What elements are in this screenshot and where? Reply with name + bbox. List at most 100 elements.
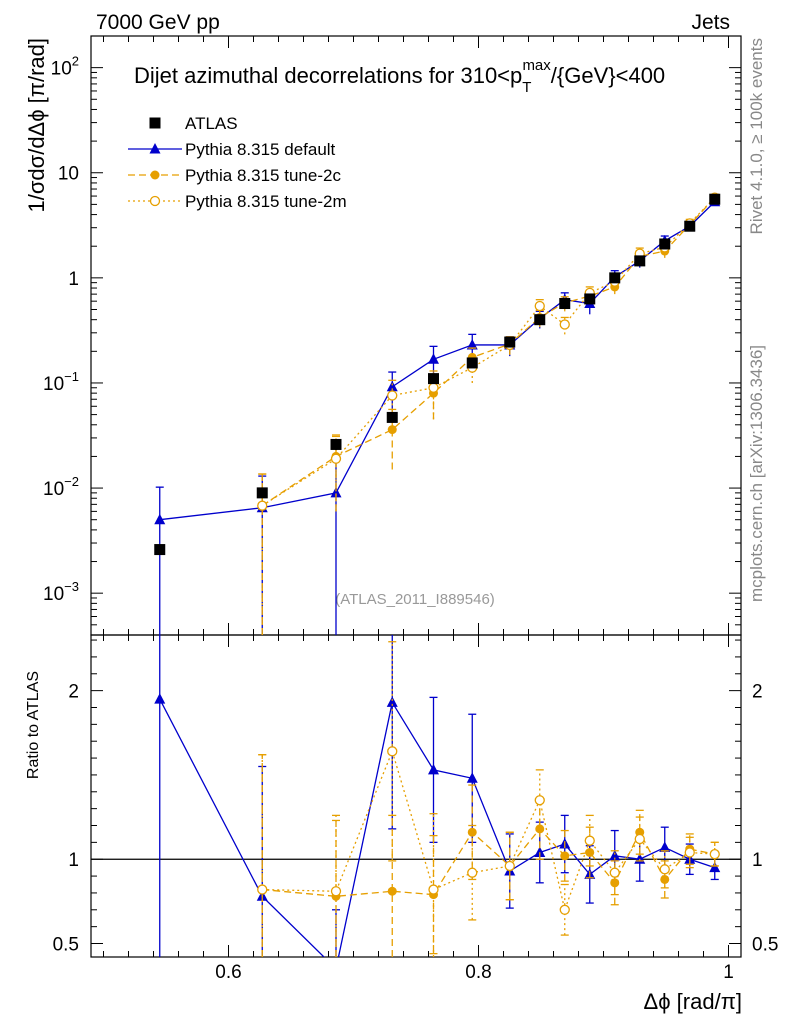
series-point-0 — [466, 338, 478, 350]
y-tick-label-main: 10−3 — [43, 579, 79, 605]
ratio-point-2 — [584, 835, 595, 846]
series-point-2 — [330, 453, 342, 464]
ratio-point-2 — [684, 847, 695, 858]
legend-marker-2 — [149, 195, 161, 207]
ratio-line-0 — [159, 698, 715, 957]
ratio-point-0 — [386, 696, 398, 707]
ratio-point-0 — [609, 849, 621, 861]
ratio-panel — [91, 635, 741, 957]
y-axis-title-ratio: Ratio to ATLAS — [25, 671, 42, 779]
y-tick-label-ratio-right: 1 — [752, 850, 763, 871]
data-point — [534, 314, 546, 326]
y-tick-label-base: 10 — [51, 59, 72, 80]
y-tick-label-ratio: 1 — [68, 850, 79, 871]
ratio-point-2 — [330, 886, 342, 897]
legend-marker-1 — [150, 170, 160, 180]
data-point — [154, 544, 166, 556]
y-tick-label-ratio-right: 2 — [752, 682, 763, 703]
y-tick-label-main: 10−1 — [43, 369, 79, 395]
ratio-point-0 — [659, 841, 671, 852]
data-point — [559, 298, 571, 310]
data-point — [466, 357, 478, 369]
ratio-point-1 — [387, 886, 397, 896]
ratio-point-2 — [467, 867, 478, 878]
legend-label-2: Pythia 8.315 tune-2m — [185, 192, 347, 211]
rivet-label: Rivet 4.1.0, ≥ 100k events — [747, 38, 766, 234]
chart-title-sub: T — [522, 79, 531, 96]
legend-label-atlas: ATLAS — [185, 114, 238, 133]
x-tick-label: 0.8 — [465, 962, 491, 983]
y-tick-label-main: 102 — [51, 54, 79, 80]
y-axis-title-main: 1/σdσ/dΔϕ [π/rad] — [24, 38, 49, 213]
data-point — [256, 487, 268, 499]
ratio-point-2 — [709, 849, 720, 860]
series-point-2 — [428, 382, 439, 393]
ratio-point-0 — [466, 772, 478, 783]
ratio-line-1 — [262, 827, 715, 897]
series-point-0 — [428, 353, 439, 364]
data-point — [634, 255, 646, 267]
data-point — [709, 193, 721, 205]
y-tick-label-base: 10 — [43, 374, 64, 395]
ratio-point-2 — [634, 833, 645, 845]
y-tick-label-ratio-right: 0.5 — [752, 935, 778, 956]
ratio-point-0 — [534, 846, 546, 857]
series-line-1 — [261, 197, 716, 507]
mcplots-label: mcplots.cern.ch [arXiv:1306.3436] — [747, 345, 766, 602]
y-tick-label-exp: −2 — [64, 474, 79, 489]
series-point-2 — [559, 319, 570, 330]
ratio-point-2 — [659, 864, 670, 875]
y-tick-label-base: 10 — [43, 479, 64, 500]
ratio-point-0 — [428, 763, 439, 775]
ratio-panel-frame — [90, 634, 742, 958]
main-panel — [154, 192, 721, 635]
y-tick-label-ratio: 2 — [68, 682, 79, 703]
ratio-point-0 — [154, 693, 166, 704]
data-point — [428, 373, 439, 385]
ratio-point-2 — [257, 884, 268, 895]
series-point-2 — [387, 390, 398, 401]
y-tick-label-base: 10 — [43, 584, 64, 605]
y-tick-label-base: 1 — [68, 269, 79, 290]
data-point — [386, 411, 398, 423]
ratio-line-2 — [262, 749, 715, 913]
y-tick-label-exp: −1 — [64, 369, 79, 384]
data-point — [609, 272, 621, 284]
y-tick-label-main: 1 — [68, 269, 79, 290]
series-point-0 — [386, 380, 398, 392]
data-point — [504, 336, 516, 348]
legend: ATLAS Pythia 8.315 default Pythia 8.315 tu… — [128, 114, 347, 211]
chart-title-tail: /{GeV}<400 — [551, 63, 665, 88]
series-line-2 — [261, 197, 716, 507]
y-tick-label-ratio: 0.5 — [53, 935, 79, 956]
ratio-point-2 — [428, 884, 439, 895]
data-point — [584, 293, 596, 305]
series-point-2 — [257, 500, 268, 511]
ratio-point-2 — [609, 867, 620, 878]
ratio-point-2 — [387, 746, 398, 757]
legend-marker-0 — [149, 143, 161, 154]
chart-title-main: Dijet azimuthal decorrelations for 310<p — [134, 63, 522, 88]
ratio-point-1 — [660, 874, 670, 884]
y-tick-label-main: 10−2 — [43, 474, 79, 500]
x-tick-label: 0.6 — [215, 962, 241, 983]
series-point-0 — [330, 486, 342, 498]
legend-label-1: Pythia 8.315 tune-2c — [185, 166, 341, 185]
ratio-point-1 — [467, 827, 477, 837]
ratio-point-1 — [560, 851, 570, 861]
data-point — [659, 238, 671, 250]
header-right: Jets — [691, 11, 730, 34]
y-tick-label-main: 10 — [58, 164, 79, 185]
ratio-point-2 — [504, 860, 515, 872]
y-tick-label-exp: −3 — [64, 579, 79, 594]
data-point — [330, 438, 342, 450]
x-axis-title: Δϕ [rad/π] — [644, 989, 742, 1014]
analysis-id: (ATLAS_2011_I889546) — [335, 591, 495, 608]
ratio-point-2 — [534, 795, 545, 806]
series-point-2 — [534, 300, 545, 312]
ratio-point-0 — [709, 861, 721, 873]
header-left: 7000 GeV pp — [96, 11, 220, 34]
series-point-0 — [154, 513, 166, 525]
